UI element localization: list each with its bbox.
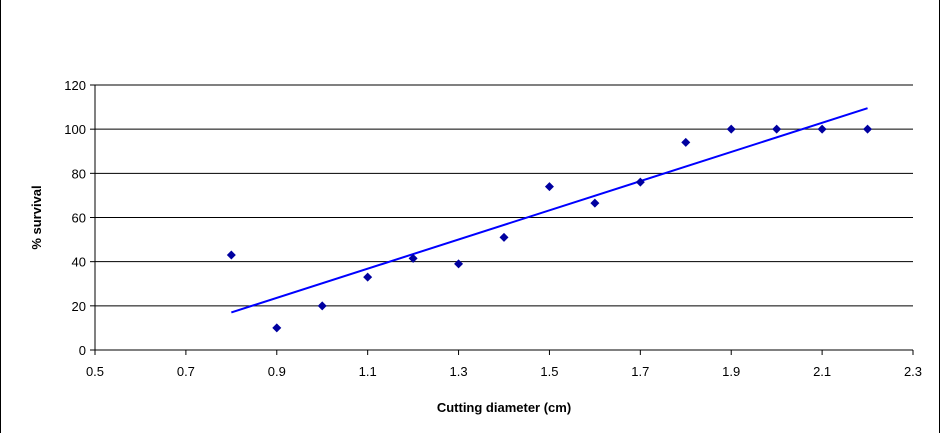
data-point <box>408 253 418 263</box>
x-axis-title: Cutting diameter (cm) <box>437 400 571 415</box>
data-point <box>317 301 327 311</box>
x-tick-label: 2.1 <box>813 364 831 379</box>
data-point <box>226 250 236 260</box>
x-tick-label: 1.5 <box>540 364 558 379</box>
x-tick-label: 0.9 <box>268 364 286 379</box>
data-point <box>863 124 873 134</box>
x-tick-label: 2.3 <box>904 364 922 379</box>
trendline-layer <box>231 107 868 314</box>
tick-labels: 0 20 40 60 80 100 120 0.5 0.7 0.9 1.1 1.3 1.5 1.7 1.9 2… <box>64 78 922 379</box>
x-tick-label: 0.5 <box>86 364 104 379</box>
y-tick-label: 120 <box>64 78 86 93</box>
y-tick-label: 40 <box>72 255 86 270</box>
data-points <box>226 124 873 333</box>
y-tick-label: 0 <box>79 343 86 358</box>
gridlines <box>95 84 913 307</box>
data-point <box>454 259 464 269</box>
data-point <box>499 232 509 242</box>
data-point <box>590 198 600 208</box>
y-tick-label: 100 <box>64 122 86 137</box>
axes <box>90 84 914 355</box>
y-axis-title: % survival <box>29 185 44 249</box>
data-point <box>817 124 827 134</box>
x-tick-label: 1.1 <box>359 364 377 379</box>
data-point <box>363 272 373 282</box>
trendline <box>231 107 868 314</box>
y-tick-label: 60 <box>72 211 86 226</box>
x-tick-label: 1.3 <box>450 364 468 379</box>
data-point <box>544 182 554 192</box>
x-tick-label: 0.7 <box>177 364 195 379</box>
x-tick-label: 1.9 <box>722 364 740 379</box>
x-tick-label: 1.7 <box>631 364 649 379</box>
data-point <box>772 124 782 134</box>
y-tick-label: 20 <box>72 299 86 314</box>
data-point <box>272 323 282 333</box>
data-point <box>635 177 645 187</box>
data-point <box>726 124 736 134</box>
y-tick-label: 80 <box>72 166 86 181</box>
data-point <box>681 137 691 147</box>
